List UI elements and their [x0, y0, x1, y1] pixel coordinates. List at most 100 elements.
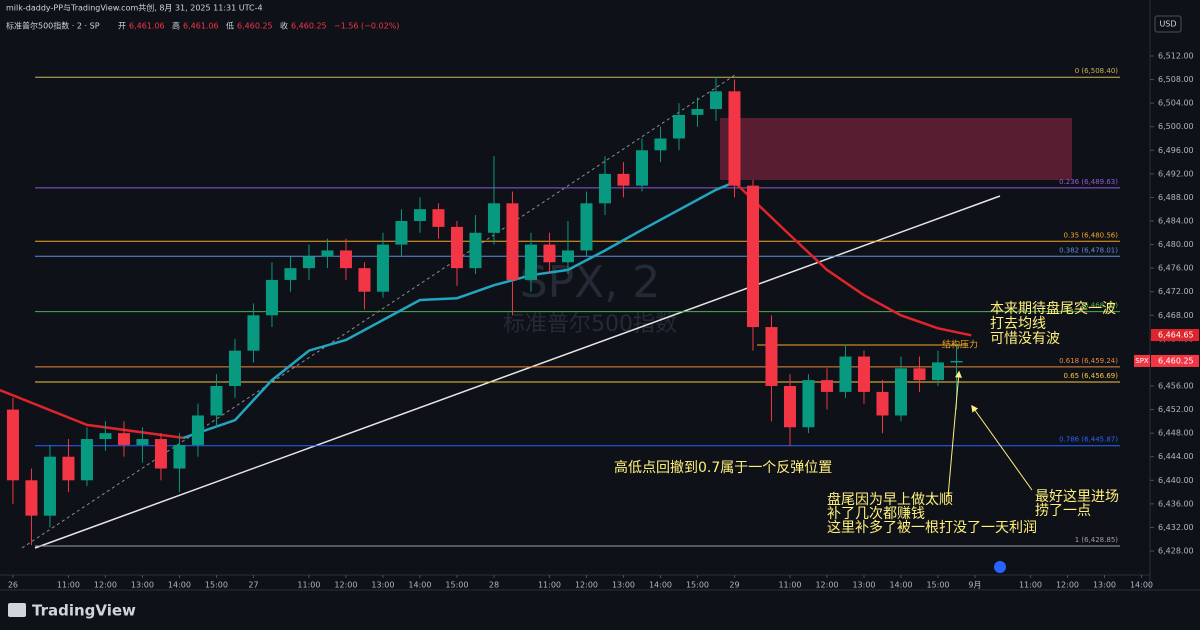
candle-body: [136, 439, 149, 445]
candle-body: [580, 203, 593, 251]
logo-icon: [8, 603, 26, 617]
x-tick-label: 27: [248, 581, 258, 590]
x-tick-label: 13:00: [371, 581, 394, 590]
ohlc-row: 开 6,461.06 高 6,461.06 低 6,460.25 收 6,460.25 −1.5…: [118, 21, 399, 31]
ohlc-value: 6,460.25: [291, 22, 327, 31]
candle-body: [617, 173, 630, 186]
fib-label: 0.786 (6,445.87): [1059, 436, 1118, 444]
fib-label: 0.382 (6,478.01): [1059, 246, 1118, 254]
candle-body: [154, 439, 167, 469]
x-tick-label: 26: [8, 581, 18, 590]
symbol-tag-label: SPX: [1135, 357, 1149, 365]
ohlc-key: 开: [118, 22, 126, 31]
y-tick-label: 6,428.00: [1158, 547, 1194, 556]
candle-body: [543, 244, 556, 263]
resistance-label: 结构压力: [942, 339, 978, 351]
fib-label: 0.35 (6,480.56): [1064, 231, 1119, 239]
x-tick-label: 11:00: [778, 581, 801, 590]
supply-zone: [720, 118, 1072, 180]
price-tag: [1151, 329, 1199, 342]
candle-body: [654, 138, 667, 151]
candle-body: [117, 433, 130, 445]
x-tick-label: 28: [489, 581, 499, 590]
y-tick-label: 6,456.00: [1158, 382, 1194, 391]
ohlc-value: 6,461.06: [183, 22, 219, 31]
candle-body: [432, 209, 445, 227]
x-tick-label: 14:00: [649, 581, 672, 590]
candle-body: [99, 433, 112, 440]
x-tick-label: 13:00: [1093, 581, 1116, 590]
moving-average: [182, 180, 735, 440]
candle-body: [672, 114, 685, 139]
candle-body: [728, 91, 741, 186]
y-tick-label: 6,500.00: [1158, 122, 1194, 131]
candle-body: [358, 268, 371, 292]
y-tick-label: 6,492.00: [1158, 169, 1194, 178]
candle-body: [376, 244, 389, 292]
y-tick-label: 6,448.00: [1158, 429, 1194, 438]
price-tag-label: 6,460.25: [1158, 356, 1194, 365]
candle-body: [765, 327, 778, 387]
candle-body: [635, 150, 648, 186]
x-tick-label: 15:00: [926, 581, 949, 590]
note: 高低点回撤到0.7属于一个反弹位置: [614, 459, 832, 476]
candle-body: [469, 232, 482, 269]
y-tick-label: 6,472.00: [1158, 287, 1194, 296]
candle-body: [284, 268, 297, 280]
note: 这里补多了被一根打没了一天利润: [827, 519, 1037, 536]
x-tick-label: 13:00: [612, 581, 635, 590]
fib-label: 0.236 (6,489.63): [1059, 178, 1118, 186]
plot-layer: 0 (6,508.40) 0.236 (6,489.63) 0.35 (6,480.…: [0, 67, 1120, 547]
currency[interactable]: USD: [1159, 20, 1176, 29]
x-tick-label: 13:00: [852, 581, 875, 590]
candle-body: [524, 244, 537, 280]
candle-body: [321, 250, 334, 257]
x-tick-label: 12:00: [575, 581, 598, 590]
change: −1.56 (−0.02%): [334, 22, 399, 31]
x-tick-label: 9月: [968, 581, 981, 590]
note: 最好这里进场: [1035, 488, 1119, 505]
price-tag-label: 6,464.65: [1158, 331, 1194, 340]
event-icon[interactable]: [994, 561, 1006, 573]
x-tick-label: 14:00: [889, 581, 912, 590]
fib-label: 0.65 (6,456.69): [1064, 372, 1119, 380]
fib-label: 1 (6,428.85): [1075, 536, 1119, 544]
fib-label: 0.618 (6,459.24): [1059, 357, 1118, 365]
logo: TradingView: [32, 602, 136, 620]
ohlc-key: 高: [172, 21, 180, 31]
candle-body: [950, 360, 963, 363]
candle-body: [746, 185, 759, 328]
candle-body: [247, 315, 260, 351]
header-credit: milk-daddy-PP与TradingView.com共创, 8月 31, …: [6, 3, 263, 13]
note: 打去均线: [990, 315, 1046, 332]
y-tick-label: 6,496.00: [1158, 146, 1194, 155]
ohlc-value: 6,461.06: [129, 22, 165, 31]
y-tick-label: 6,488.00: [1158, 193, 1194, 202]
ohlc-key: 收: [280, 21, 288, 31]
note: 补了几次都赚钱: [827, 506, 925, 522]
symbol-tag: [1134, 354, 1150, 367]
ohlc-key: 低: [226, 21, 234, 31]
candle-body: [25, 480, 38, 516]
x-tick-label: 14:00: [408, 581, 431, 590]
x-tick-label: 12:00: [334, 581, 357, 590]
candle-body: [691, 109, 704, 115]
candle-body: [413, 209, 426, 221]
candle-body: [802, 380, 815, 428]
y-tick-label: 6,484.00: [1158, 216, 1194, 225]
candle-body: [302, 256, 315, 269]
candle-body: [6, 409, 19, 481]
y-tick-label: 6,452.00: [1158, 405, 1194, 414]
currency-box[interactable]: [1154, 15, 1182, 33]
y-tick-label: 6,508.00: [1158, 75, 1194, 84]
candle-body: [265, 279, 278, 316]
note: 捞了一点: [1035, 503, 1091, 519]
candle-body: [173, 444, 186, 469]
candle-body: [931, 362, 944, 381]
y-tick-label: 6,444.00: [1158, 452, 1194, 461]
candle-body: [80, 439, 93, 481]
x-tick-label: 15:00: [205, 581, 228, 590]
candle-body: [191, 415, 204, 445]
x-tick-label: 15:00: [686, 581, 709, 590]
